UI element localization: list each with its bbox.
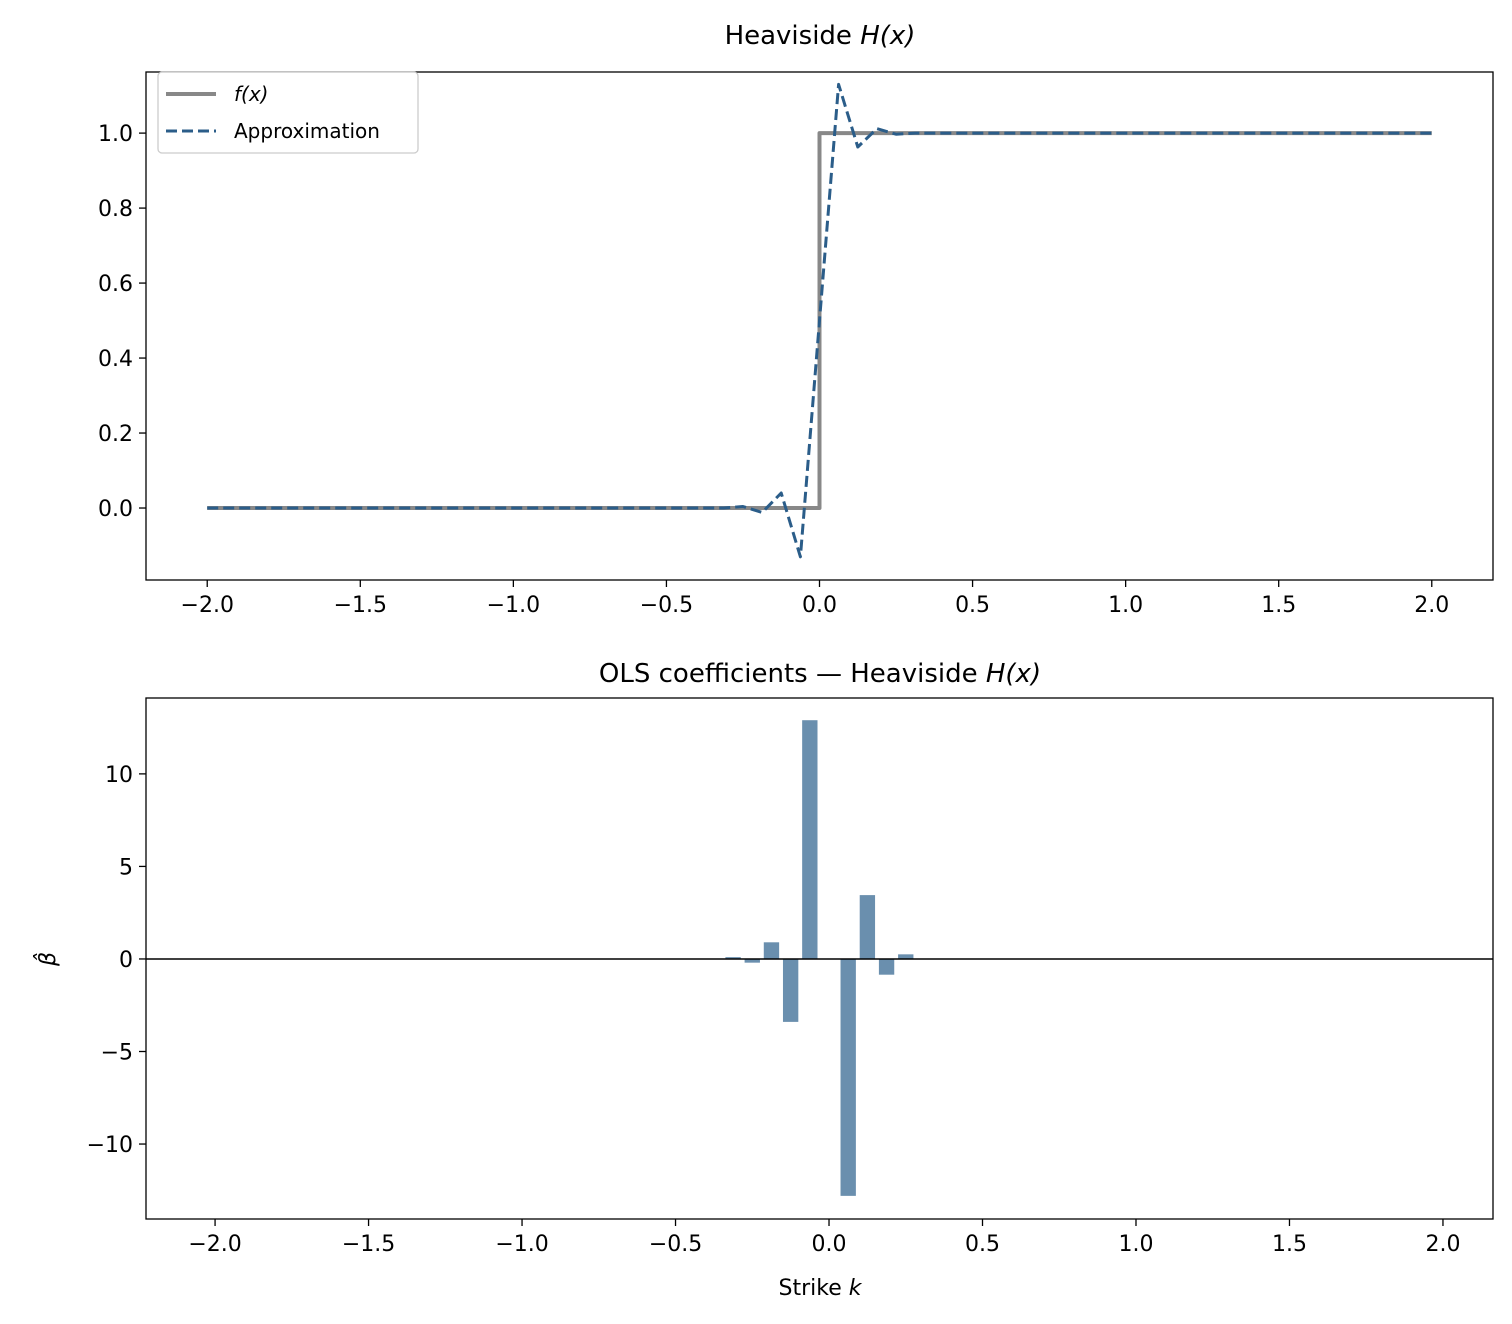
bottom-chart-title: OLS coefficients — Heaviside H(x) xyxy=(599,659,1041,689)
bottom-x-tick-label: −1.0 xyxy=(495,1232,548,1257)
coefficient-bar xyxy=(782,958,799,1022)
top-y-tick-label: 0.2 xyxy=(98,422,133,447)
top-x-tick-label: 0.0 xyxy=(802,593,837,618)
top-x-tick-label: 1.0 xyxy=(1108,593,1143,618)
coefficient-bar xyxy=(763,942,780,959)
top-x-tick-label: 0.5 xyxy=(955,593,990,618)
legend: f(x) Approximation xyxy=(157,71,419,154)
bottom-x-tick-label: 1.5 xyxy=(1272,1232,1307,1257)
bottom-x-tick-label: −0.5 xyxy=(649,1232,702,1257)
bottom-x-tick-label: −2.0 xyxy=(188,1232,241,1257)
bottom-x-tick-label: 0.5 xyxy=(965,1232,1000,1257)
bottom-x-tick-label: 1.0 xyxy=(1118,1232,1153,1257)
top-x-tick-label: −0.5 xyxy=(640,593,693,618)
bottom-y-axis-label: β̂ xyxy=(34,952,61,967)
top-y-tick-label: 0.4 xyxy=(98,347,133,372)
bottom-y-tick-label: 5 xyxy=(119,855,133,880)
top-x-tick-label: 1.5 xyxy=(1261,593,1296,618)
bottom-y-tick-label: 0 xyxy=(119,948,133,973)
coefficient-bar xyxy=(859,895,876,959)
bottom-x-axis-label: Strike k xyxy=(779,1276,863,1301)
coefficient-bar xyxy=(840,958,856,1196)
top-x-tick-label: −1.5 xyxy=(334,593,387,618)
top-chart-title: Heaviside H(x) xyxy=(725,21,916,51)
top-chart: Heaviside H(x) −2.0 −1.5 −1.0 −0.5 0.0 0.5 1.0… xyxy=(98,21,1494,618)
legend-box xyxy=(157,71,419,154)
top-y-tick-label: 1.0 xyxy=(98,122,133,147)
bottom-x-tick-label: −1.5 xyxy=(342,1232,395,1257)
coefficient-bar xyxy=(802,720,818,959)
top-x-tick-label: 2.0 xyxy=(1414,593,1449,618)
bottom-x-tick-label: 2.0 xyxy=(1425,1232,1460,1257)
approximation-line xyxy=(207,82,1432,559)
coefficient-bar xyxy=(725,957,741,959)
top-y-tick-label: 0.6 xyxy=(98,272,133,297)
coefficient-bar xyxy=(744,958,760,963)
top-x-tick-label: −1.0 xyxy=(487,593,540,618)
top-y-tick-label: 0.8 xyxy=(98,197,133,222)
bottom-y-tick-label: −10 xyxy=(87,1133,133,1158)
top-y-tick-label: 0.0 xyxy=(98,497,133,522)
coefficient-bar xyxy=(898,954,914,959)
legend-approx-label: Approximation xyxy=(234,119,380,143)
bottom-x-tick-label: 0.0 xyxy=(812,1232,847,1257)
bottom-chart: OLS coefficients — Heaviside H(x) −2.0 −1… xyxy=(34,659,1494,1301)
top-x-tick-label: −2.0 xyxy=(181,593,234,618)
coefficient-bar xyxy=(878,958,895,975)
bottom-y-tick-label: 10 xyxy=(105,763,133,788)
bottom-y-tick-label: −5 xyxy=(101,1041,133,1066)
legend-fx-label: f(x) xyxy=(234,82,268,106)
